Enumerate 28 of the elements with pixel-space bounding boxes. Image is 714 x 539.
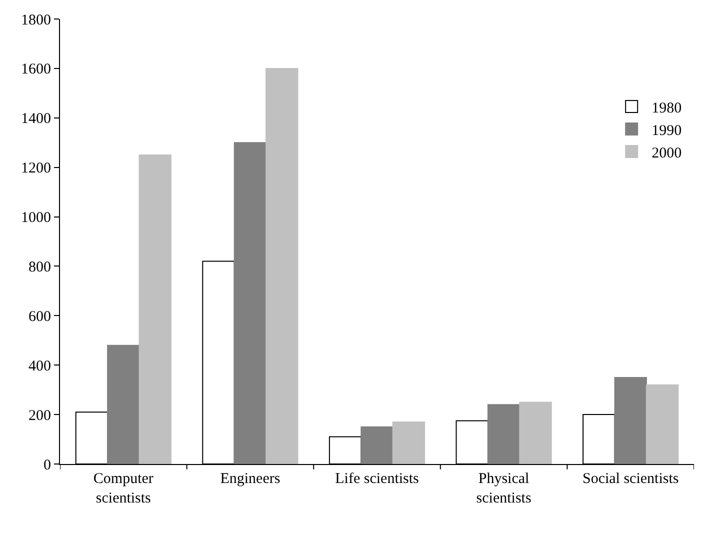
y-tick-label: 1200 — [21, 160, 51, 177]
legend-label: 1980 — [652, 100, 682, 116]
legend-label: 1990 — [652, 122, 682, 139]
bar — [138, 154, 172, 464]
bar — [234, 142, 267, 464]
x-tick-label: Life scientists — [335, 471, 420, 487]
y-tick-label: 600 — [28, 308, 51, 325]
bar — [614, 376, 647, 464]
y-tick-label: 1400 — [21, 111, 51, 128]
y-tick-label: 1800 — [21, 12, 51, 28]
bar — [392, 421, 426, 464]
y-tick-label: 1000 — [21, 210, 51, 226]
y-tick-label: 800 — [28, 259, 51, 276]
bar — [107, 344, 140, 464]
bar — [487, 404, 520, 464]
y-tick-label: 200 — [28, 408, 51, 424]
x-tick-label: Computer scientists — [93, 471, 154, 506]
x-tick-label: Physical scientists — [476, 471, 532, 506]
y-tick-label: 0 — [44, 457, 51, 474]
legend-label: 2000 — [652, 145, 682, 162]
y-tick-label: 400 — [28, 358, 51, 374]
bar — [519, 402, 552, 464]
y-tick-label: 1600 — [21, 62, 51, 78]
x-tick-label: Engineers — [220, 471, 280, 487]
bar — [266, 68, 298, 464]
bar — [360, 426, 394, 464]
x-tick-label: Social scientists — [582, 471, 679, 487]
bar — [646, 384, 679, 464]
